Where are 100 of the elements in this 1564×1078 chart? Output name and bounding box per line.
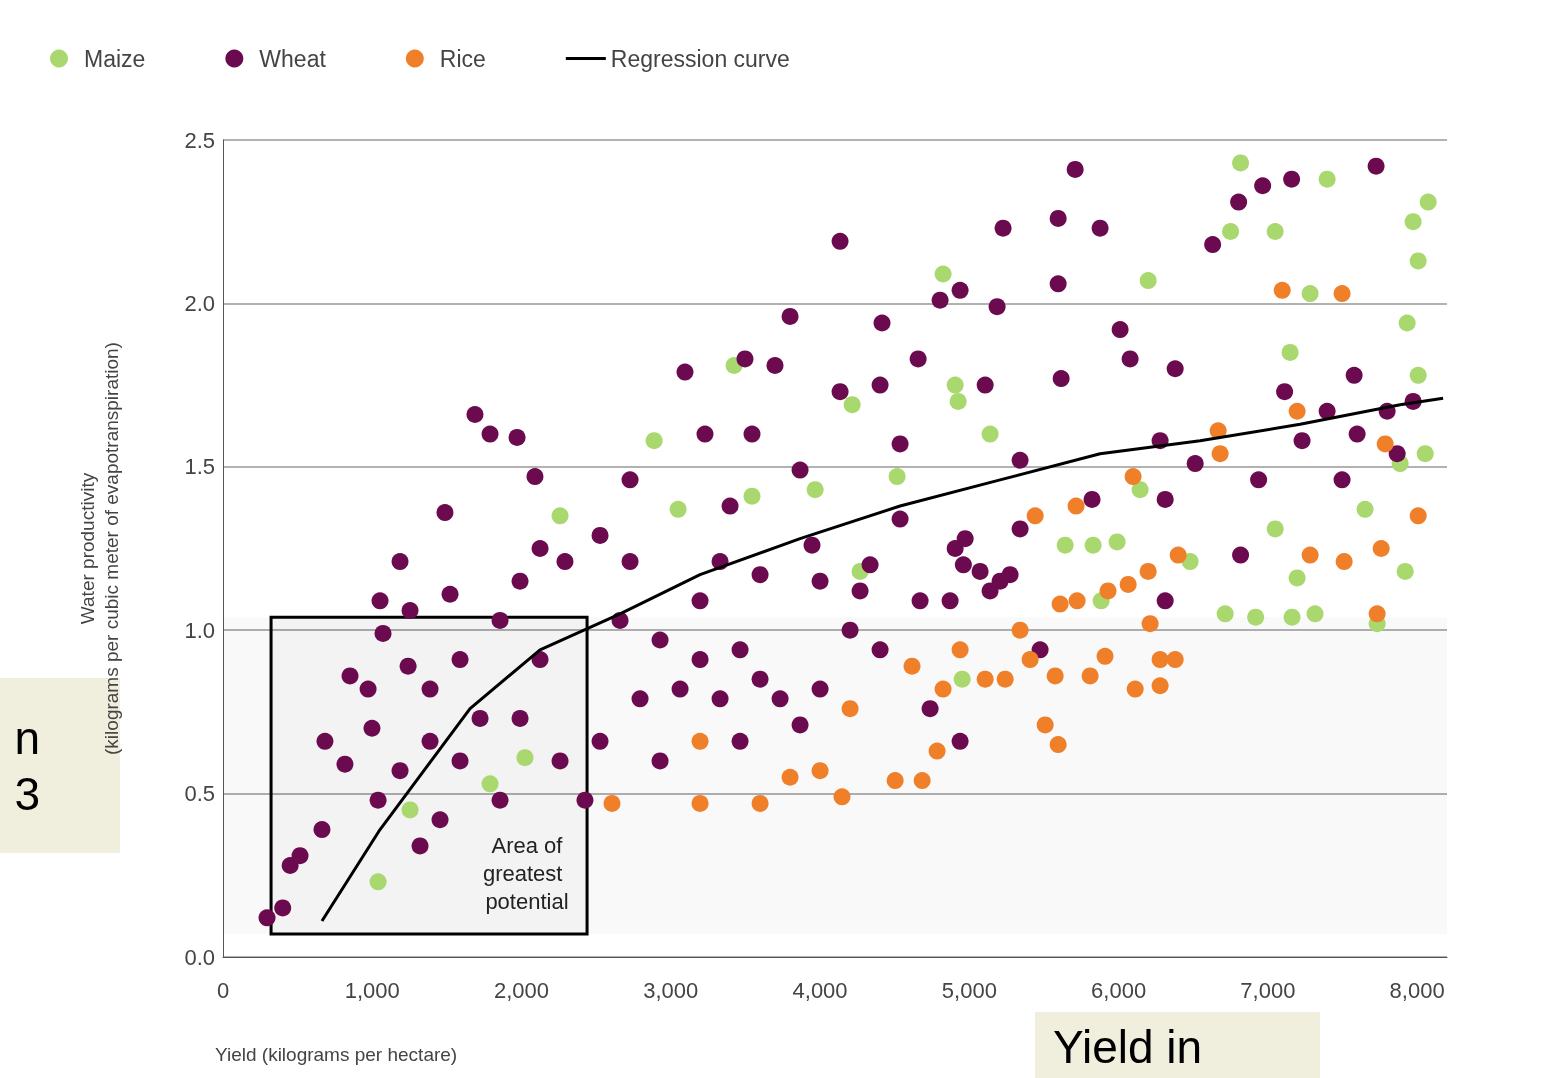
legend-label: Maize xyxy=(84,45,146,72)
point xyxy=(1333,285,1351,303)
point xyxy=(1376,435,1394,453)
point xyxy=(481,775,499,793)
point xyxy=(781,768,799,786)
point xyxy=(1306,605,1324,623)
point xyxy=(833,788,851,806)
point xyxy=(1232,154,1250,172)
point xyxy=(1081,667,1099,685)
point xyxy=(953,670,971,688)
y-axis-title: Water productivity (kilograms per cubic meter of evapotranspiration) xyxy=(76,342,122,755)
y-tick-label: 1.5 xyxy=(184,454,215,480)
point xyxy=(1166,651,1184,669)
point xyxy=(1108,533,1126,551)
point xyxy=(934,680,952,698)
point xyxy=(1056,536,1074,554)
point xyxy=(1301,285,1319,303)
point xyxy=(1139,272,1157,290)
point xyxy=(669,500,687,518)
point xyxy=(603,794,621,812)
point xyxy=(369,873,387,891)
y-tick-label: 2.0 xyxy=(184,290,215,316)
legend-label: Rice xyxy=(439,45,486,72)
point xyxy=(1141,615,1159,633)
point xyxy=(1151,677,1169,695)
band-label: Area of greatest potential xyxy=(482,833,569,915)
point xyxy=(976,670,994,688)
point xyxy=(903,657,921,675)
point xyxy=(1222,223,1240,240)
point xyxy=(934,265,952,283)
point xyxy=(1396,562,1414,580)
text: Yield in xyxy=(1053,1021,1203,1073)
y-tick-label: 2.5 xyxy=(184,127,215,153)
point xyxy=(1368,605,1386,623)
point xyxy=(1181,553,1199,571)
point xyxy=(811,762,829,780)
point xyxy=(1398,314,1416,332)
point xyxy=(1211,445,1229,463)
point xyxy=(1288,569,1306,587)
point xyxy=(1273,281,1291,299)
point xyxy=(1409,252,1427,270)
point xyxy=(996,670,1014,688)
point xyxy=(1356,500,1374,518)
point xyxy=(1416,445,1434,463)
point xyxy=(1131,481,1149,499)
point xyxy=(1266,223,1284,240)
legend-label: Regression curve xyxy=(610,45,790,72)
point xyxy=(913,772,931,790)
point xyxy=(949,392,967,410)
point xyxy=(1151,651,1169,669)
x-axis-title: Yield (kilograms per hectare) xyxy=(215,1044,458,1065)
point xyxy=(516,749,534,767)
point xyxy=(1266,520,1284,538)
y-tick-label: 0.5 xyxy=(184,781,215,807)
point xyxy=(1026,507,1044,525)
x-tick-label: 8,000 xyxy=(1389,977,1445,1003)
point xyxy=(1126,680,1144,698)
point xyxy=(1036,716,1054,734)
x-tick-label: 3,000 xyxy=(643,977,699,1003)
point xyxy=(888,468,906,486)
point xyxy=(751,794,769,812)
point xyxy=(1216,605,1234,623)
x-tick-label: 6,000 xyxy=(1091,977,1147,1003)
x-tick-label: 0 xyxy=(216,977,230,1003)
point xyxy=(1288,402,1306,420)
point xyxy=(1318,170,1336,188)
point xyxy=(1046,667,1064,685)
x-tick-label: 1,000 xyxy=(344,977,400,1003)
text: n 3 xyxy=(14,711,40,820)
x-tick-label: 2,000 xyxy=(494,977,550,1003)
point xyxy=(1247,608,1265,626)
legend-label: Wheat xyxy=(259,45,327,72)
line-series xyxy=(320,396,1445,923)
point xyxy=(841,700,859,718)
point xyxy=(1068,592,1086,610)
point xyxy=(1021,651,1039,669)
point xyxy=(1049,736,1067,754)
point xyxy=(1169,546,1187,564)
y-tick-label: 1.0 xyxy=(184,617,215,643)
point xyxy=(951,641,969,659)
point xyxy=(1051,595,1069,613)
point xyxy=(1372,540,1390,557)
point xyxy=(1409,366,1427,384)
point xyxy=(1084,536,1102,554)
point xyxy=(928,742,946,760)
point xyxy=(981,425,999,443)
y-tick-label: 0.0 xyxy=(184,944,215,970)
point xyxy=(1409,507,1427,525)
point xyxy=(401,801,419,819)
point xyxy=(1335,553,1353,571)
x-tick-label: 5,000 xyxy=(941,977,997,1003)
point xyxy=(1067,497,1085,515)
point xyxy=(645,432,663,450)
point xyxy=(1301,546,1319,564)
point xyxy=(946,376,964,394)
point xyxy=(1419,193,1437,211)
point xyxy=(886,772,904,790)
point xyxy=(691,794,709,812)
point xyxy=(1281,343,1299,361)
point xyxy=(1099,582,1117,600)
